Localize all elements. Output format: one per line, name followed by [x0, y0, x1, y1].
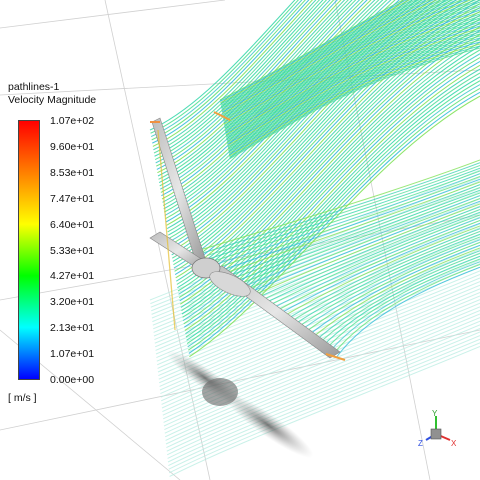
colorbar-tick-label: 0.00e+00 — [50, 374, 95, 386]
legend-units: [ m/s ] — [8, 392, 37, 404]
axes-triad[interactable]: Y Z X — [418, 410, 462, 450]
colorbar-tick-label: 6.40e+01 — [50, 218, 95, 231]
turbine-nacelle — [209, 271, 251, 297]
colorbar-tick-label: 2.13e+01 — [50, 322, 95, 335]
colorbar-tick-label: 9.60e+01 — [50, 140, 95, 153]
turbine-rotor[interactable] — [149, 111, 346, 361]
colorbar-tick-label: 8.53e+01 — [50, 166, 95, 179]
colorbar-tick-label: 1.07e+01 — [50, 348, 95, 361]
axis-z-label: Z — [418, 439, 423, 448]
pathlines — [149, 0, 480, 358]
colorbar — [18, 120, 40, 380]
colorbar-tick-label: 3.20e+01 — [50, 296, 95, 309]
legend-title: pathlines-1 — [8, 81, 60, 93]
axis-y-label: Y — [432, 410, 438, 418]
legend-quantity: Velocity Magnitude — [8, 94, 97, 106]
colorbar-tick-label: 1.07e+02 — [50, 115, 95, 127]
colorbar-tick-label: 7.47e+01 — [50, 192, 95, 205]
axis-x-label: X — [451, 439, 457, 448]
turbine-shadow — [166, 350, 314, 458]
colorbar-tick-label: 4.27e+01 — [50, 270, 95, 283]
colorbar-tick-label: 5.33e+01 — [50, 244, 95, 257]
